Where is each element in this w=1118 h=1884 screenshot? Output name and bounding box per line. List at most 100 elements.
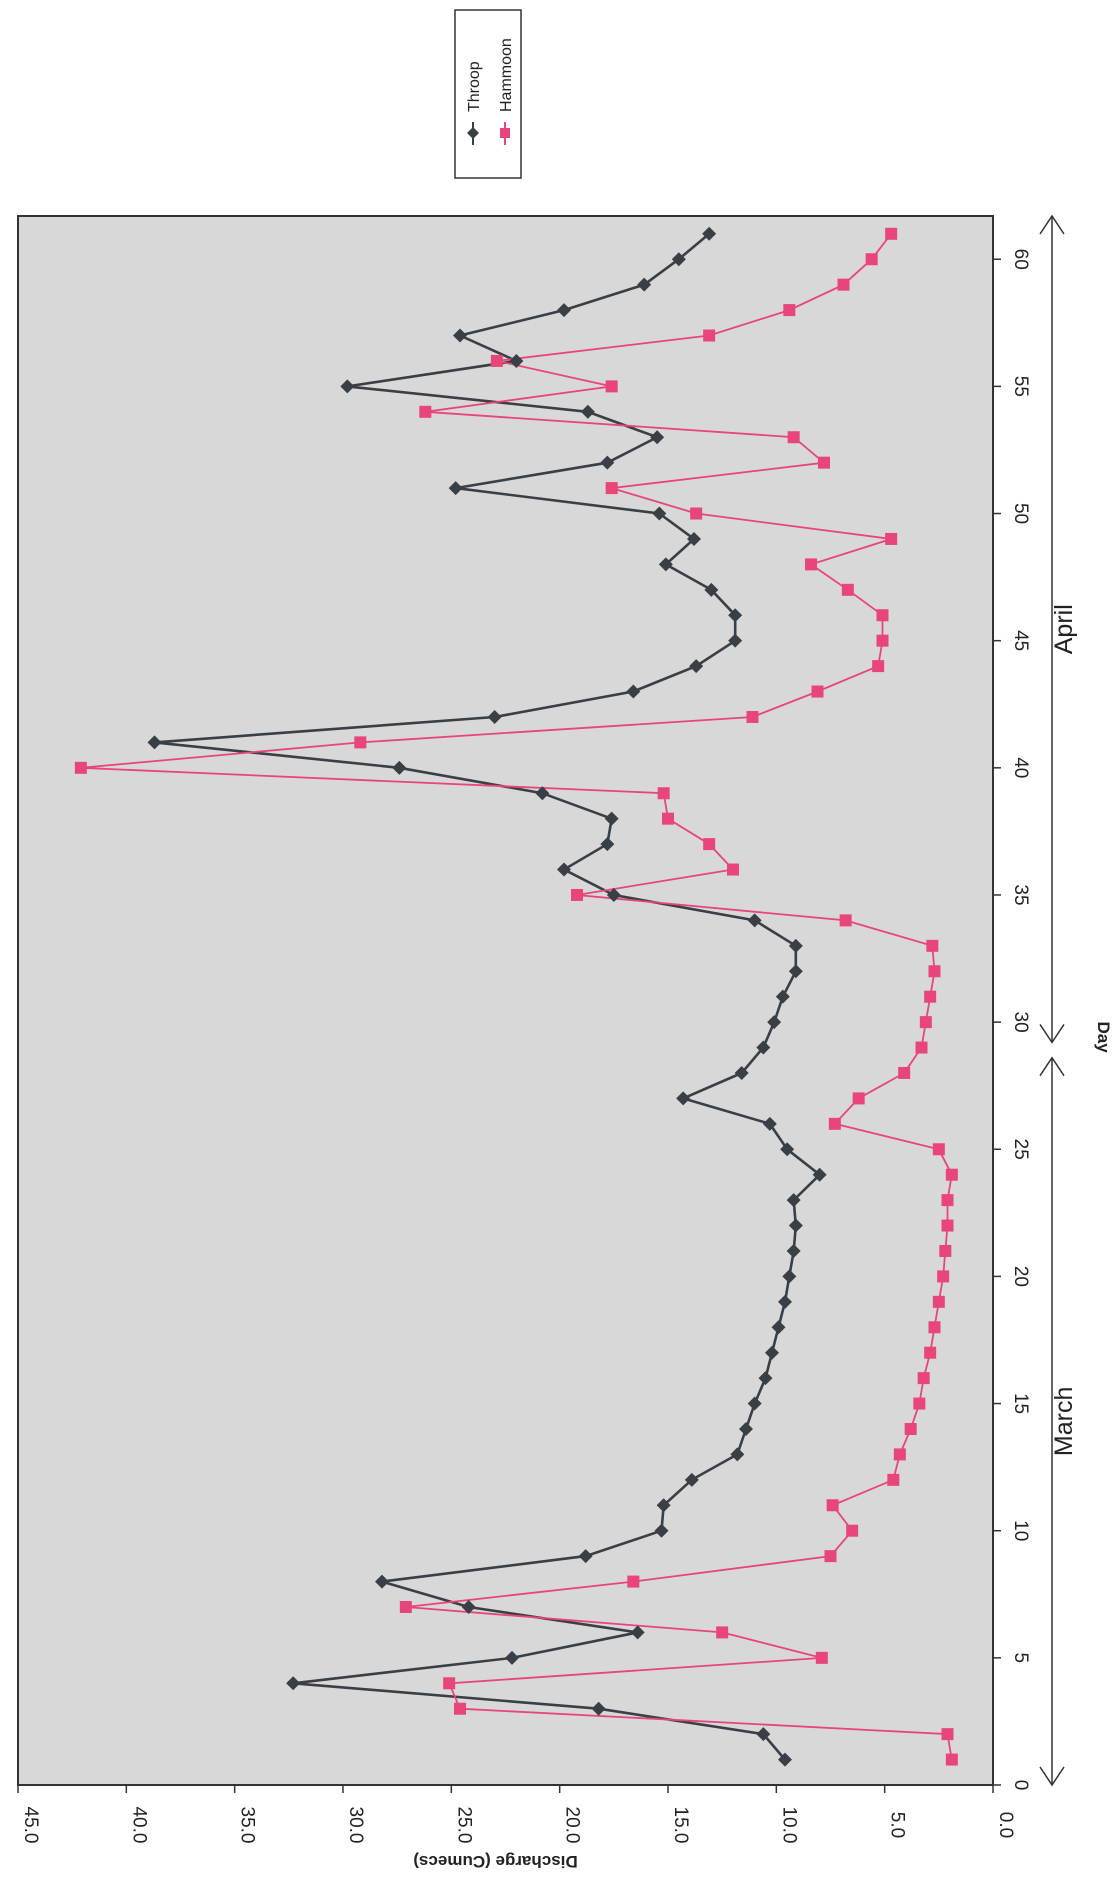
data-point-hammoon [924, 1346, 937, 1359]
data-point-throop [375, 1574, 389, 1589]
data-point-throop [786, 1243, 801, 1258]
x-tick-label: 40 [1010, 757, 1031, 778]
plot-background [17, 215, 994, 1786]
plot-area [17, 215, 994, 1786]
data-point-throop [786, 1193, 801, 1208]
data-point-hammoon [454, 1702, 466, 1715]
data-point-throop [461, 1599, 476, 1614]
x-tick-label: 55 [1010, 376, 1031, 397]
period-arrowhead [1039, 1056, 1065, 1077]
data-point-hammoon [419, 405, 432, 418]
data-point-throop [604, 811, 619, 826]
data-point-throop [340, 379, 355, 394]
data-point-hammoon [898, 1066, 911, 1079]
axes: 0.0 5.0 10.0 15.0 20.0 25.0 30.0 35.0 40.0 45.0 Di… [17, 214, 1113, 1871]
x-tick-label: 50 [1010, 503, 1031, 524]
data-point-hammoon [805, 558, 817, 571]
x-tick-label: 60 [1010, 249, 1031, 270]
data-point-hammoon [941, 1194, 954, 1207]
data-point-hammoon [716, 1626, 729, 1639]
data-point-throop [557, 862, 571, 877]
data-point-throop [780, 1142, 795, 1157]
data-point-throop [684, 1472, 699, 1487]
data-point-hammoon [811, 685, 824, 698]
data-point-hammoon [657, 787, 670, 800]
data-point-throop [788, 964, 803, 979]
data-point-hammoon [490, 354, 503, 367]
data-point-throop [771, 1320, 786, 1335]
data-point-throop [448, 481, 463, 496]
x-tick-label: 35 [1010, 884, 1031, 905]
data-point-hammoon [876, 634, 889, 647]
data-point-hammoon [703, 329, 716, 342]
data-point-hammoon [662, 812, 674, 825]
y-tick-label: 35.0 [237, 1807, 258, 1844]
data-point-throop [505, 1650, 519, 1665]
data-point-hammoon [852, 1092, 865, 1105]
data-point-throop [775, 989, 790, 1004]
data-point-throop [778, 1294, 792, 1309]
data-point-hammoon [887, 1473, 900, 1486]
y-tick-label: 40.0 [128, 1807, 149, 1844]
data-point-hammoon [727, 863, 739, 876]
data-point-throop [788, 938, 803, 953]
data-point-throop [147, 735, 162, 750]
data-point-throop [557, 303, 571, 318]
data-point-throop [747, 1396, 762, 1411]
data-point-hammoon [904, 1422, 917, 1435]
data-point-hammoon [783, 304, 796, 317]
data-point-hammoon [924, 990, 937, 1003]
data-point-hammoon [865, 253, 878, 266]
data-point-hammoon [824, 1550, 837, 1563]
data-point-hammoon [703, 838, 716, 851]
data-point-hammoon [354, 736, 367, 749]
data-point-throop [606, 887, 621, 902]
data-point-hammoon [690, 507, 703, 520]
data-point-hammoon [932, 1295, 945, 1308]
x-tick-label: 25 [1010, 1139, 1031, 1160]
data-point-throop [671, 252, 686, 267]
data-point-throop [591, 1701, 606, 1716]
data-point-hammoon [571, 888, 583, 901]
data-point-hammoon [945, 1168, 958, 1181]
data-point-hammoon [893, 1448, 906, 1461]
data-point-hammoon [926, 939, 939, 952]
data-point-hammoon [928, 1321, 941, 1334]
data-point-throop [650, 430, 665, 445]
data-point-throop [286, 1676, 301, 1691]
period-arrowhead [1039, 214, 1065, 235]
data-point-hammoon [826, 1499, 839, 1512]
data-point-hammoon [941, 1219, 954, 1232]
data-point-hammoon [815, 1651, 828, 1664]
data-point-throop [656, 1498, 671, 1513]
y-tick-label: 45.0 [20, 1807, 41, 1844]
legend-box [454, 9, 522, 179]
data-point-hammoon [74, 761, 87, 774]
data-point-throop [702, 226, 717, 241]
data-point-throop [392, 760, 407, 775]
data-point-throop [658, 557, 673, 572]
data-point-hammoon [837, 278, 850, 291]
data-point-hammoon [919, 1016, 932, 1029]
y-tick-label: 5.0 [887, 1812, 908, 1838]
y-axis-title: Discharge (Cumecs) [413, 1852, 577, 1871]
data-point-throop [630, 1625, 645, 1640]
data-point-hammoon [917, 1372, 930, 1385]
data-point-throop [730, 1447, 745, 1462]
data-point-throop [535, 786, 550, 801]
data-point-throop [580, 404, 595, 419]
legend-label: Hammoon [498, 38, 515, 112]
data-point-throop [756, 1727, 771, 1742]
data-point-hammoon [605, 380, 618, 393]
data-point-hammoon [885, 227, 898, 240]
data-point-hammoon [915, 1041, 928, 1054]
data-point-hammoon [828, 1117, 841, 1130]
data-point-throop [704, 582, 719, 597]
data-point-throop [747, 913, 762, 928]
data-point-throop [728, 608, 743, 623]
legend-label: Throop [466, 61, 483, 112]
data-point-throop [676, 1091, 691, 1106]
legend-marker [467, 127, 479, 139]
data-point-throop [687, 531, 701, 546]
data-point-hammoon [846, 1524, 859, 1537]
